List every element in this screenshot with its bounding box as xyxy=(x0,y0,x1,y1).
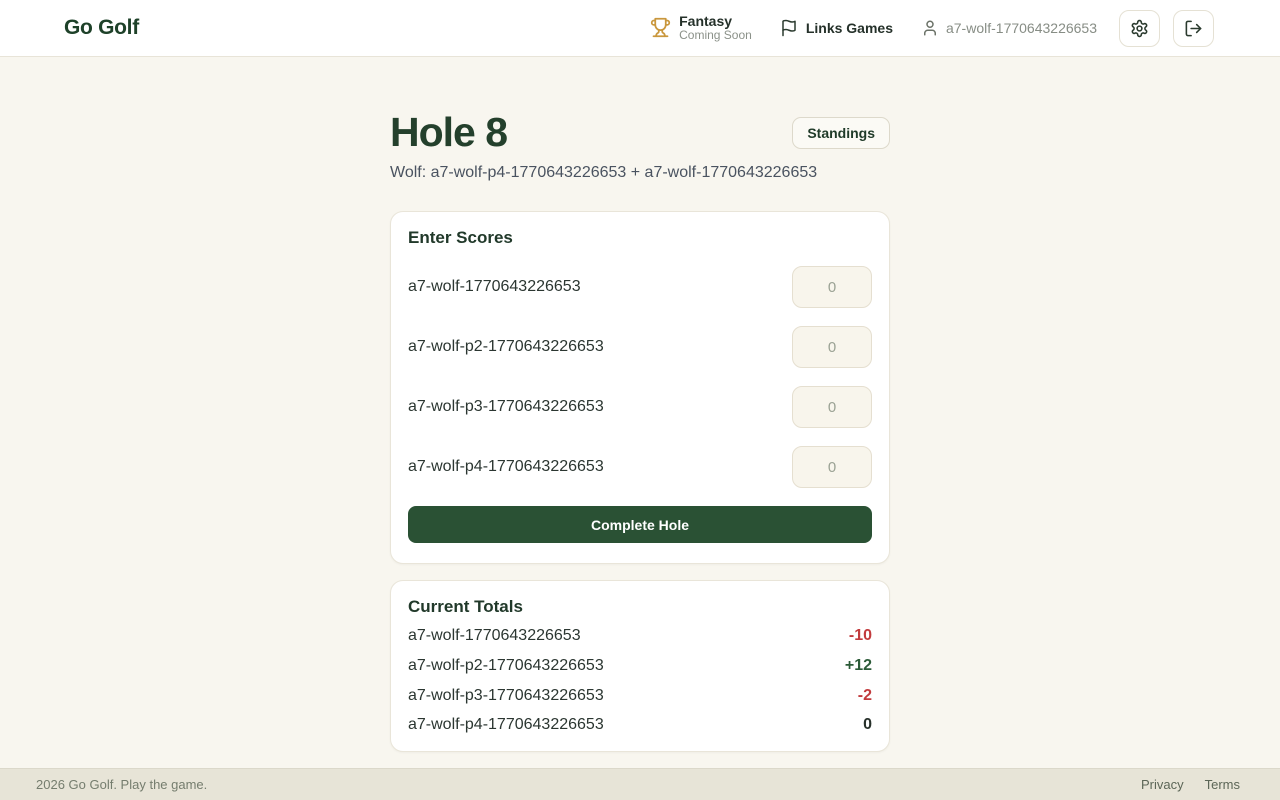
score-row: a7-wolf-1770643226653 xyxy=(408,266,872,308)
total-row: a7-wolf-p2-1770643226653 +12 xyxy=(408,656,872,677)
page-title: Hole 8 xyxy=(390,109,508,155)
current-totals-card: Current Totals a7-wolf-1770643226653 -10… xyxy=(390,580,890,753)
current-totals-heading: Current Totals xyxy=(408,597,523,616)
player-name: a7-wolf-p2-1770643226653 xyxy=(408,338,604,355)
total-row: a7-wolf-p3-1770643226653 -2 xyxy=(408,686,872,707)
nav-item-links-games[interactable]: Links Games xyxy=(780,19,893,37)
score-input-player-4[interactable] xyxy=(792,446,872,488)
nav-item-fantasy-sublabel: Coming Soon xyxy=(679,28,752,43)
footer-copyright: 2026 Go Golf. Play the game. xyxy=(36,777,208,792)
title-row: Hole 8 Standings xyxy=(390,109,890,156)
score-row: a7-wolf-p3-1770643226653 xyxy=(408,386,872,428)
complete-hole-button[interactable]: Complete Hole xyxy=(408,506,872,543)
total-row: a7-wolf-p4-1770643226653 0 xyxy=(408,715,872,736)
player-name: a7-wolf-p3-1770643226653 xyxy=(408,686,604,704)
user-icon xyxy=(921,19,939,37)
nav-item-links-games-label: Links Games xyxy=(805,20,893,36)
trophy-icon xyxy=(650,17,671,38)
score-row: a7-wolf-p2-1770643226653 xyxy=(408,326,872,368)
gear-icon xyxy=(1130,19,1149,38)
score-input-player-2[interactable] xyxy=(792,326,872,368)
settings-button[interactable] xyxy=(1119,9,1160,47)
player-name: a7-wolf-p2-1770643226653 xyxy=(408,656,604,674)
account-username: a7-wolf-1770643226653 xyxy=(945,20,1097,36)
account-info: a7-wolf-1770643226653 xyxy=(921,19,1097,37)
header-nav: Fantasy Coming Soon Links Games a7-wolf-… xyxy=(650,9,1214,47)
total-row: a7-wolf-1770643226653 -10 xyxy=(408,626,872,647)
player-name: a7-wolf-p3-1770643226653 xyxy=(408,398,604,415)
player-name: a7-wolf-1770643226653 xyxy=(408,627,581,644)
privacy-link[interactable]: Privacy xyxy=(1140,777,1184,792)
player-total: +12 xyxy=(844,656,872,674)
score-input-player-1[interactable] xyxy=(792,266,872,308)
enter-scores-heading: Enter Scores xyxy=(408,228,513,247)
wolf-subtitle: Wolf: a7-wolf-p4-1770643226653 + a7-wolf… xyxy=(390,164,818,181)
footer-links: Privacy Terms xyxy=(1141,777,1240,792)
player-name: a7-wolf-p4-1770643226653 xyxy=(408,458,604,475)
terms-link[interactable]: Terms xyxy=(1204,777,1240,792)
flag-icon xyxy=(780,19,798,37)
app-logo[interactable]: Go Golf xyxy=(64,16,139,39)
player-total: -2 xyxy=(857,686,872,704)
player-total: -10 xyxy=(848,627,872,644)
main-content: Hole 8 Standings Wolf: a7-wolf-p4-177064… xyxy=(390,57,890,768)
logout-icon xyxy=(1184,19,1203,38)
standings-button[interactable]: Standings xyxy=(792,116,890,149)
player-name: a7-wolf-p4-1770643226653 xyxy=(408,716,604,734)
nav-item-fantasy-label: Fantasy xyxy=(679,13,733,30)
nav-item-fantasy[interactable]: Fantasy Coming Soon xyxy=(650,13,752,43)
player-name: a7-wolf-1770643226653 xyxy=(408,278,581,295)
header: Go Golf Fantasy Coming Soon xyxy=(0,0,1280,57)
logout-button[interactable] xyxy=(1173,9,1214,47)
footer: 2026 Go Golf. Play the game. Privacy Ter… xyxy=(0,768,1280,800)
header-actions xyxy=(1119,9,1214,47)
score-row: a7-wolf-p4-1770643226653 xyxy=(408,446,872,488)
enter-scores-card: Enter Scores a7-wolf-1770643226653 a7-wo… xyxy=(390,211,890,564)
score-input-player-3[interactable] xyxy=(792,386,872,428)
player-total: 0 xyxy=(863,716,872,734)
